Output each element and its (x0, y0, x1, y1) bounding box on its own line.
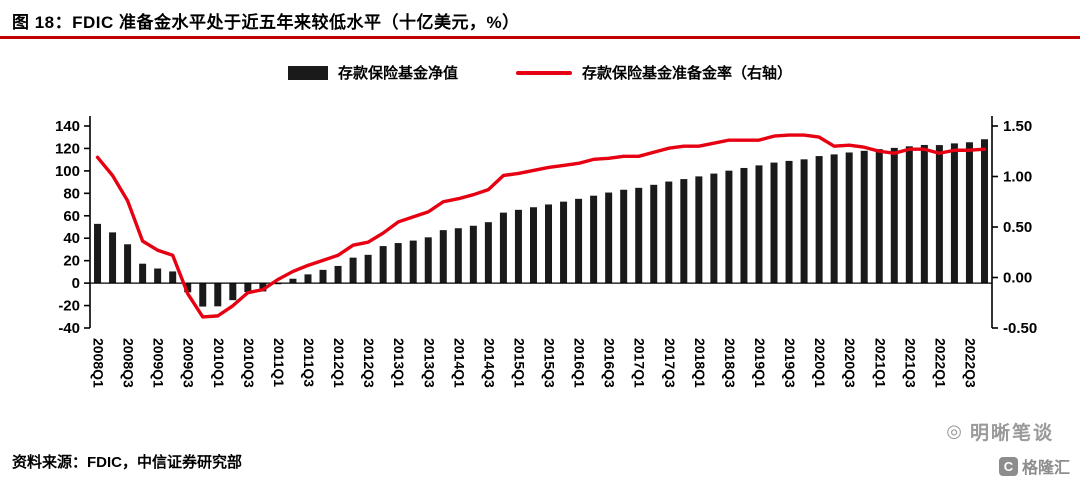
legend-item-bar: 存款保险基金净值 (287, 62, 458, 83)
svg-text:2018Q3: 2018Q3 (722, 338, 738, 388)
svg-text:2020Q1: 2020Q1 (812, 338, 828, 388)
gelonghui-badge-icon: C (998, 456, 1018, 476)
svg-text:2009Q1: 2009Q1 (151, 338, 167, 388)
svg-text:2016Q1: 2016Q1 (572, 338, 588, 388)
svg-text:60: 60 (63, 208, 80, 225)
legend-line-label: 存款保险基金准备金率（右轴） (582, 65, 793, 82)
svg-text:2019Q3: 2019Q3 (782, 338, 798, 388)
watermark-text: 明晰笔谈 (969, 423, 1054, 444)
svg-text:-20: -20 (58, 298, 80, 315)
bar-series-swatch-icon (287, 65, 328, 80)
svg-text:2021Q1: 2021Q1 (872, 338, 888, 388)
svg-text:2013Q1: 2013Q1 (391, 338, 407, 388)
chart-area: 140 120 100 80 60 40 20 0 -20 -40 1.50 1.00 0.50 0.00… (0, 106, 1080, 422)
figure-title: 图 18：FDIC 准备金水平处于近五年来较低水平（十亿美元，%） (12, 13, 520, 32)
svg-text:2012Q1: 2012Q1 (331, 338, 347, 388)
svg-text:2010Q1: 2010Q1 (211, 338, 227, 388)
svg-text:2008Q3: 2008Q3 (121, 338, 137, 388)
svg-text:-40: -40 (58, 320, 80, 337)
svg-text:2019Q1: 2019Q1 (752, 338, 768, 388)
svg-text:2011Q3: 2011Q3 (301, 338, 317, 387)
svg-text:120: 120 (55, 140, 80, 157)
svg-text:2013Q3: 2013Q3 (421, 338, 437, 388)
svg-text:0.50: 0.50 (1003, 219, 1032, 236)
title-divider (0, 36, 1080, 39)
svg-text:0.00: 0.00 (1003, 270, 1032, 287)
svg-text:2018Q1: 2018Q1 (692, 338, 708, 388)
svg-text:2022Q1: 2022Q1 (932, 338, 948, 388)
source-note: 资料来源：FDIC，中信证券研究部 (12, 454, 242, 471)
svg-text:1.00: 1.00 (1003, 169, 1032, 186)
svg-text:2022Q3: 2022Q3 (962, 338, 978, 388)
svg-text:2008Q1: 2008Q1 (91, 338, 107, 388)
svg-text:2017Q1: 2017Q1 (632, 338, 648, 388)
gelonghui-logo-text: 格隆汇 (1021, 460, 1070, 477)
bar-line-chart: 140 120 100 80 60 40 20 0 -20 -40 1.50 1.00 0.50 0.00… (55, 116, 1037, 388)
legend-item-line: 存款保险基金准备金率（右轴） (516, 62, 792, 83)
svg-text:2010Q3: 2010Q3 (241, 338, 257, 388)
svg-text:2021Q3: 2021Q3 (902, 338, 918, 388)
svg-text:2014Q3: 2014Q3 (481, 338, 497, 388)
svg-text:140: 140 (55, 118, 80, 135)
svg-text:2015Q3: 2015Q3 (542, 338, 558, 388)
svg-text:40: 40 (63, 230, 80, 247)
svg-text:80: 80 (63, 185, 80, 202)
svg-text:2011Q1: 2011Q1 (271, 338, 287, 387)
line-series-swatch-icon (516, 70, 572, 75)
svg-text:2012Q3: 2012Q3 (361, 338, 377, 388)
svg-text:20: 20 (63, 253, 80, 270)
gelonghui-logo: C 格隆汇 (998, 454, 1070, 478)
svg-text:2016Q3: 2016Q3 (602, 338, 618, 388)
svg-text:1.50: 1.50 (1003, 118, 1032, 135)
svg-text:2009Q3: 2009Q3 (181, 338, 197, 388)
svg-text:2017Q3: 2017Q3 (662, 338, 678, 388)
chart-legend: 存款保险基金净值 存款保险基金准备金率（右轴） (0, 62, 1080, 83)
svg-text:2015Q1: 2015Q1 (511, 338, 527, 388)
legend-bar-label: 存款保险基金净值 (337, 65, 458, 82)
watermark: ◎ 明晰笔谈 (946, 418, 1054, 445)
svg-text:0: 0 (72, 275, 80, 292)
svg-text:-0.50: -0.50 (1003, 320, 1037, 337)
svg-text:2020Q3: 2020Q3 (842, 338, 858, 388)
watermark-seal-icon: ◎ (946, 421, 964, 441)
svg-text:2014Q1: 2014Q1 (451, 338, 467, 388)
svg-text:100: 100 (55, 163, 80, 180)
